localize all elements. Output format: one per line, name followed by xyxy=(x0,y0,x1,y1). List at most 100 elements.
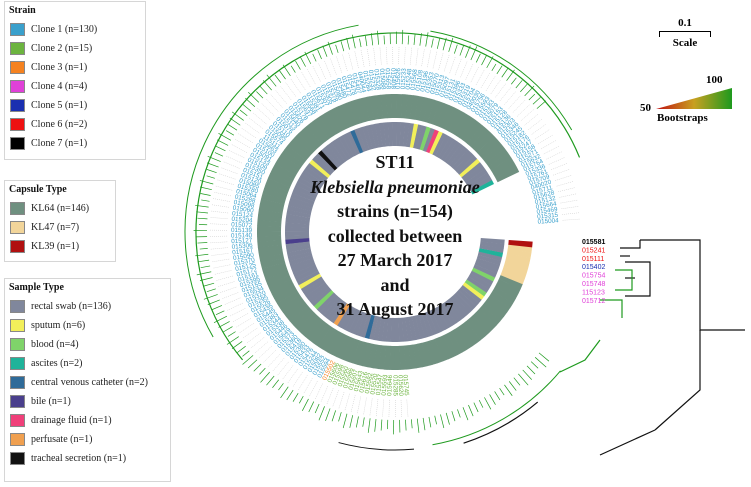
leader-line xyxy=(386,46,388,65)
sample-ring-segment xyxy=(356,312,369,337)
capsule-ring-segment xyxy=(394,345,401,371)
leader-line xyxy=(240,127,256,139)
capsule-ring-segment xyxy=(473,132,495,153)
leader-line xyxy=(287,368,298,384)
tip-branch xyxy=(416,418,420,433)
tip-branch xyxy=(218,321,230,328)
isolate-label: 015140 xyxy=(231,232,253,240)
leader-line xyxy=(217,281,235,288)
gap-branch xyxy=(625,261,651,297)
tip-branch xyxy=(470,46,478,61)
capsule-ring-segment xyxy=(400,94,408,119)
sample-ring-segment xyxy=(333,303,351,326)
tip-branch xyxy=(199,248,208,250)
scale-value: 0.1 xyxy=(678,17,692,29)
isolate-label: 015593 xyxy=(381,374,389,396)
capsule-ring-segment xyxy=(452,112,470,136)
leader-line xyxy=(406,399,409,418)
tip-branch xyxy=(242,103,252,112)
legend-item-blood: blood (n=4) xyxy=(5,335,170,354)
isolate-label: 015204 xyxy=(231,216,253,225)
leader-line xyxy=(303,378,313,395)
leader-line xyxy=(350,395,356,413)
capsule-ring-segment xyxy=(290,137,313,158)
leader-line xyxy=(342,53,348,71)
capsule-ring-segment xyxy=(310,119,330,142)
tip-branch xyxy=(405,419,407,431)
legend-item-tracheal-secretion: tracheal secretion (n=1) xyxy=(5,449,170,468)
capsule-ring-segment xyxy=(306,122,326,145)
legend-label: Clone 4 (n=4) xyxy=(31,81,88,92)
gap-isolate-label: 015402 xyxy=(582,264,605,271)
sample-ring-segment xyxy=(399,122,406,147)
capsule-ring-segment xyxy=(282,298,306,318)
tree-branches xyxy=(184,24,745,456)
legend-item-drainage-fluid: drainage fluid (n=1) xyxy=(5,411,170,430)
sample-ring-segment xyxy=(352,311,366,336)
capsule-ring-segment xyxy=(277,154,301,172)
sample-ring-segment xyxy=(432,132,447,157)
tip-branch xyxy=(253,363,262,372)
capsule-ring-segment xyxy=(481,302,504,322)
sample-ring-segment xyxy=(337,305,353,328)
strain-legend: Strain Clone 1 (n=130) Clone 2 (n=15) Cl… xyxy=(4,1,146,160)
sample-ring-segment xyxy=(295,181,319,196)
capsule-ring-segment xyxy=(259,253,285,264)
tip-branch xyxy=(494,391,501,401)
isolate-label: 015196 xyxy=(419,70,430,92)
sample-ring-segment xyxy=(446,144,465,166)
capsule-ring-segment xyxy=(302,126,322,148)
tip-branch xyxy=(515,80,523,89)
sample-ring-segment xyxy=(314,153,335,174)
leader-line xyxy=(314,383,323,400)
leader-line xyxy=(499,86,512,102)
legend-item-kl47: KL47 (n=7) xyxy=(5,218,115,237)
leader-line xyxy=(274,89,287,104)
leader-line xyxy=(360,49,365,67)
tip-branch xyxy=(459,44,465,56)
leader-line xyxy=(235,318,252,328)
tip-branch xyxy=(229,117,241,126)
leader-line xyxy=(318,62,326,80)
isolate-label: 015072 xyxy=(231,221,253,229)
leader-line xyxy=(272,358,285,372)
swatch xyxy=(10,414,25,427)
sample-ring-segment xyxy=(324,144,343,167)
leader-line xyxy=(553,168,571,176)
isolate-label: 015568 xyxy=(410,68,420,90)
capsule-ring-segment xyxy=(272,163,297,180)
sample-ring-segment xyxy=(292,188,316,202)
sample-ring-segment xyxy=(453,292,474,313)
sample-ring-segment xyxy=(285,231,310,236)
leader-line xyxy=(229,308,246,317)
leader-line xyxy=(267,354,280,368)
capsule-ring-segment xyxy=(490,157,515,175)
branch-arc xyxy=(432,370,561,446)
isolate-label: 015315 xyxy=(537,212,559,221)
tip-branch xyxy=(266,375,275,386)
capsule-ring-segment xyxy=(403,345,412,370)
capsule-ring-segment xyxy=(304,318,325,341)
sample-ring-segment xyxy=(297,177,321,193)
capsule-ring-segment xyxy=(333,105,349,130)
tip-branch xyxy=(468,404,474,417)
capsule-ring-segment xyxy=(396,94,403,119)
capsule-ring-segment xyxy=(470,128,491,150)
tip-branch xyxy=(197,259,210,263)
capsule-ring-segment xyxy=(341,337,356,362)
leader-line xyxy=(292,372,303,388)
capsule-ring-segment xyxy=(495,166,520,183)
sample-ring-segment xyxy=(285,241,310,249)
sample-ring-segment xyxy=(409,123,419,148)
tip-branch xyxy=(195,204,209,208)
tip-branch xyxy=(196,211,208,214)
tip-branch xyxy=(440,414,445,429)
tip-branch xyxy=(526,365,536,375)
capsule-ring-segment xyxy=(353,98,366,124)
capsule-ring-segment xyxy=(369,95,379,120)
legend-item-clone-4: Clone 4 (n=4) xyxy=(5,77,145,96)
sample-ring-segment xyxy=(445,299,464,321)
capsule-ring-segment xyxy=(257,214,282,223)
capsule-ring-segment xyxy=(496,278,521,295)
